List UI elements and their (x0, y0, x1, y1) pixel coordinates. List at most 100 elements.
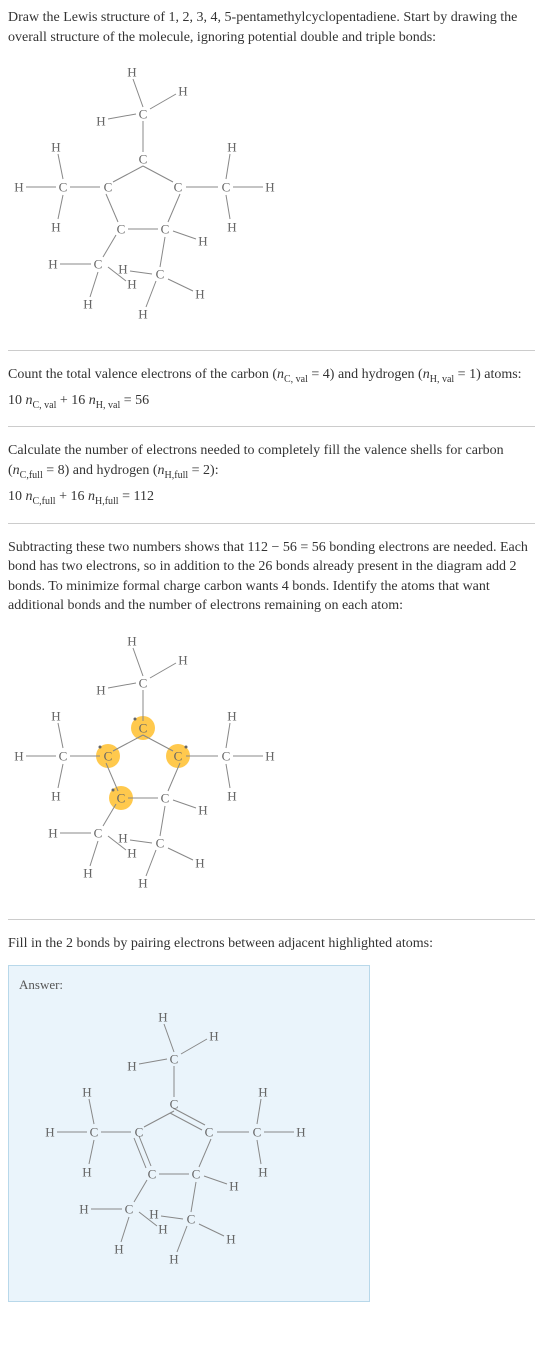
formula-part: = 112 (119, 489, 154, 504)
atom-h: H (227, 788, 236, 803)
atom-h: H (138, 307, 147, 322)
atom-h: H (229, 1179, 238, 1194)
atom-c: C (104, 180, 113, 195)
atom-h: H (127, 277, 136, 292)
atom-h: H (14, 180, 23, 195)
divider (8, 919, 535, 920)
answer-label: Answer: (19, 976, 359, 994)
subtract-text: Subtracting these two numbers shows that… (8, 538, 535, 616)
atom-c: C (222, 748, 231, 763)
atom-h: H (149, 1207, 158, 1222)
atom-h: H (265, 748, 274, 763)
atom-h: H (79, 1202, 88, 1217)
fill-section: Calculate the number of electrons needed… (8, 441, 535, 508)
atom-c: C (161, 222, 170, 237)
formula-part: = 56 (120, 393, 149, 408)
atom-c: C (187, 1212, 196, 1227)
fill-text: = 8) and hydrogen ( (43, 463, 158, 478)
atom-h: H (114, 1242, 123, 1257)
atom-h: H (51, 140, 60, 155)
atom-h: H (227, 708, 236, 723)
var-n: n (13, 463, 20, 478)
atom-h: H (138, 875, 147, 890)
atom-c: C (253, 1125, 262, 1140)
atom-h: H (178, 84, 187, 99)
atom-c: C (139, 675, 148, 690)
atom-h: H (127, 1059, 136, 1074)
atom-c: C (125, 1202, 134, 1217)
sub: H,full (165, 470, 189, 481)
atom-c: C (139, 720, 148, 735)
atom-h: H (258, 1085, 267, 1100)
atom-h: H (51, 788, 60, 803)
atom-h: H (209, 1029, 218, 1044)
atom-h: H (96, 114, 105, 129)
atom-c: C (59, 748, 68, 763)
atom-h: H (48, 257, 57, 272)
atom-h: H (82, 1165, 91, 1180)
atom-c: C (170, 1097, 179, 1112)
count-text: = 1) atoms: (454, 367, 521, 382)
formula-part: + 16 (56, 393, 88, 408)
answer-box: Answer: (8, 965, 370, 1302)
atom-h: H (169, 1252, 178, 1267)
atom-c: C (222, 180, 231, 195)
atom-h: H (118, 262, 127, 277)
var-n: n (277, 367, 284, 382)
atom-h: H (265, 180, 274, 195)
atom-c: C (156, 267, 165, 282)
atom-h: H (83, 865, 92, 880)
var-n: n (89, 393, 96, 408)
atom-h: H (158, 1010, 167, 1025)
atom-h: H (127, 65, 136, 80)
count-text: = 4) and hydrogen ( (308, 367, 423, 382)
atom-h: H (198, 234, 207, 249)
sub: H, val (430, 374, 454, 385)
atom-c: C (205, 1125, 214, 1140)
atom-c: C (174, 748, 183, 763)
atom-h: H (198, 802, 207, 817)
structure-diagram-1: C C C C C C H H H C H H H C H H H C H H … (8, 59, 535, 336)
atom-c: C (135, 1125, 144, 1140)
atom-c: C (192, 1167, 201, 1182)
fill-text: = 2): (188, 463, 218, 478)
atom-h: H (82, 1085, 91, 1100)
atom-c: C (148, 1167, 157, 1182)
sub: C, val (33, 399, 57, 410)
atom-c: C (59, 180, 68, 195)
atom-h: H (158, 1222, 167, 1237)
atom-h: H (195, 287, 204, 302)
atom-c: C (139, 107, 148, 122)
atom-c: C (117, 222, 126, 237)
atom-h: H (96, 682, 105, 697)
var-n: n (158, 463, 165, 478)
formula-part: 10 (8, 393, 26, 408)
atom-h: H (178, 652, 187, 667)
atom-h: H (227, 220, 236, 235)
atom-h: H (195, 855, 204, 870)
formula-part: + 16 (56, 489, 88, 504)
atom-h: H (14, 748, 23, 763)
atom-h: H (51, 708, 60, 723)
atom-c: C (170, 1052, 179, 1067)
sub: C,full (20, 470, 43, 481)
fill-formula: 10 nC,full + 16 nH,full = 112 (8, 487, 535, 509)
atom-h: H (227, 140, 236, 155)
atom-h: H (127, 633, 136, 648)
atom-h: H (45, 1125, 54, 1140)
atom-c: C (117, 790, 126, 805)
atom-c: C (139, 152, 148, 167)
atom-h: H (296, 1125, 305, 1140)
var-n: n (26, 489, 33, 504)
divider (8, 523, 535, 524)
count-section: Count the total valence electrons of the… (8, 365, 535, 413)
atom-c: C (156, 835, 165, 850)
atom-h: H (48, 825, 57, 840)
count-text: Count the total valence electrons of the… (8, 367, 277, 382)
fillin-text: Fill in the 2 bonds by pairing electrons… (8, 934, 535, 954)
var-n: n (88, 489, 95, 504)
atom-c: C (90, 1125, 99, 1140)
atom-c: C (94, 257, 103, 272)
sub: C,full (33, 496, 56, 507)
divider (8, 350, 535, 351)
